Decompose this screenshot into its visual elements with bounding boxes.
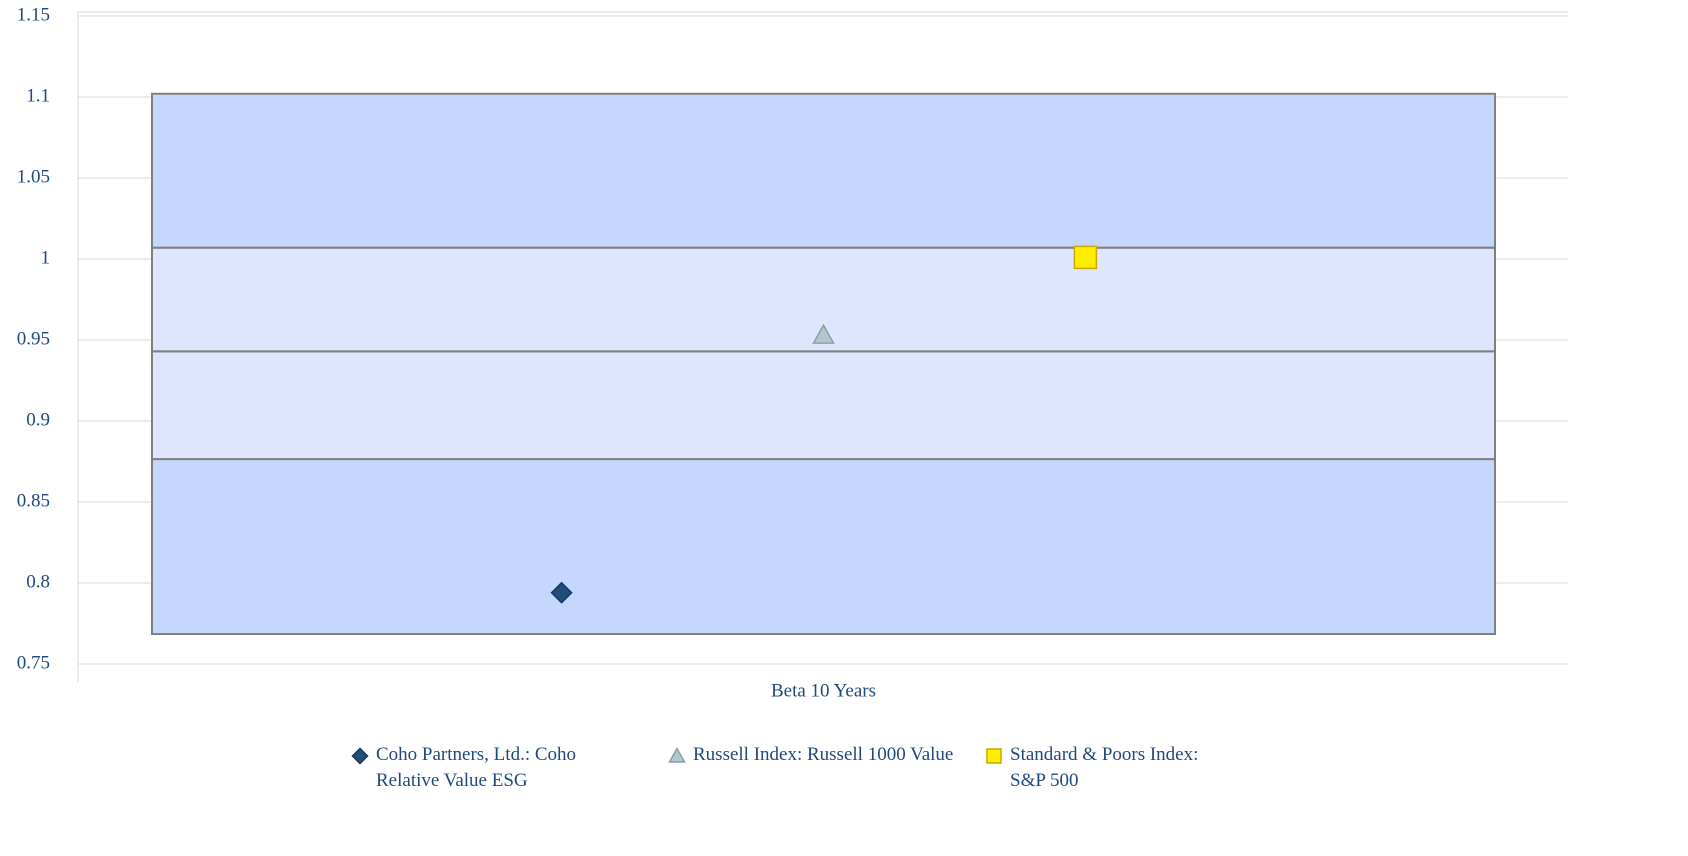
- y-tick-label: 0.95: [17, 328, 50, 349]
- box-band: [151, 458, 1496, 636]
- marker: [812, 323, 835, 344]
- legend-label: Russell Index: Russell 1000 Value: [693, 744, 954, 765]
- y-tick-label: 0.75: [17, 652, 50, 673]
- y-tick-label: 0.8: [26, 571, 50, 592]
- box-band: [151, 92, 1496, 249]
- marker: [986, 748, 1002, 764]
- box-band: [151, 350, 1496, 461]
- legend: Coho Partners, Ltd.: Coho Relative Value…: [0, 742, 1688, 852]
- legend-icon: [668, 746, 686, 763]
- marker: [668, 746, 686, 763]
- y-tick-label: 0.9: [26, 409, 50, 430]
- legend-label: Coho Partners, Ltd.: Coho Relative Value…: [376, 744, 577, 791]
- legend-label: Standard & Poors Index: S&P 500: [1010, 744, 1199, 791]
- y-tick-label: 1: [41, 247, 51, 268]
- legend-icon: [351, 747, 369, 765]
- y-tick-label: 1.1: [26, 85, 50, 106]
- legend-item: Russell Index: Russell 1000 Value: [667, 742, 953, 768]
- y-tick-label: 1.05: [17, 166, 50, 187]
- x-tick-label: Beta 10 Years: [771, 680, 876, 701]
- marker: [550, 581, 573, 604]
- legend-item: Coho Partners, Ltd.: Coho Relative Value…: [350, 742, 616, 794]
- y-tick-label: 1.15: [17, 4, 50, 25]
- legend-icon: [986, 748, 1002, 764]
- marker: [1073, 245, 1098, 270]
- legend-item: Standard & Poors Index: S&P 500: [984, 742, 1230, 794]
- marker: [351, 747, 369, 765]
- y-tick-label: 0.85: [17, 490, 50, 511]
- chart: 0.75 0.8 0.85 0.9 0.95 1 1.05 1.1 1.15 Beta 10 Ye…: [17, 4, 1568, 701]
